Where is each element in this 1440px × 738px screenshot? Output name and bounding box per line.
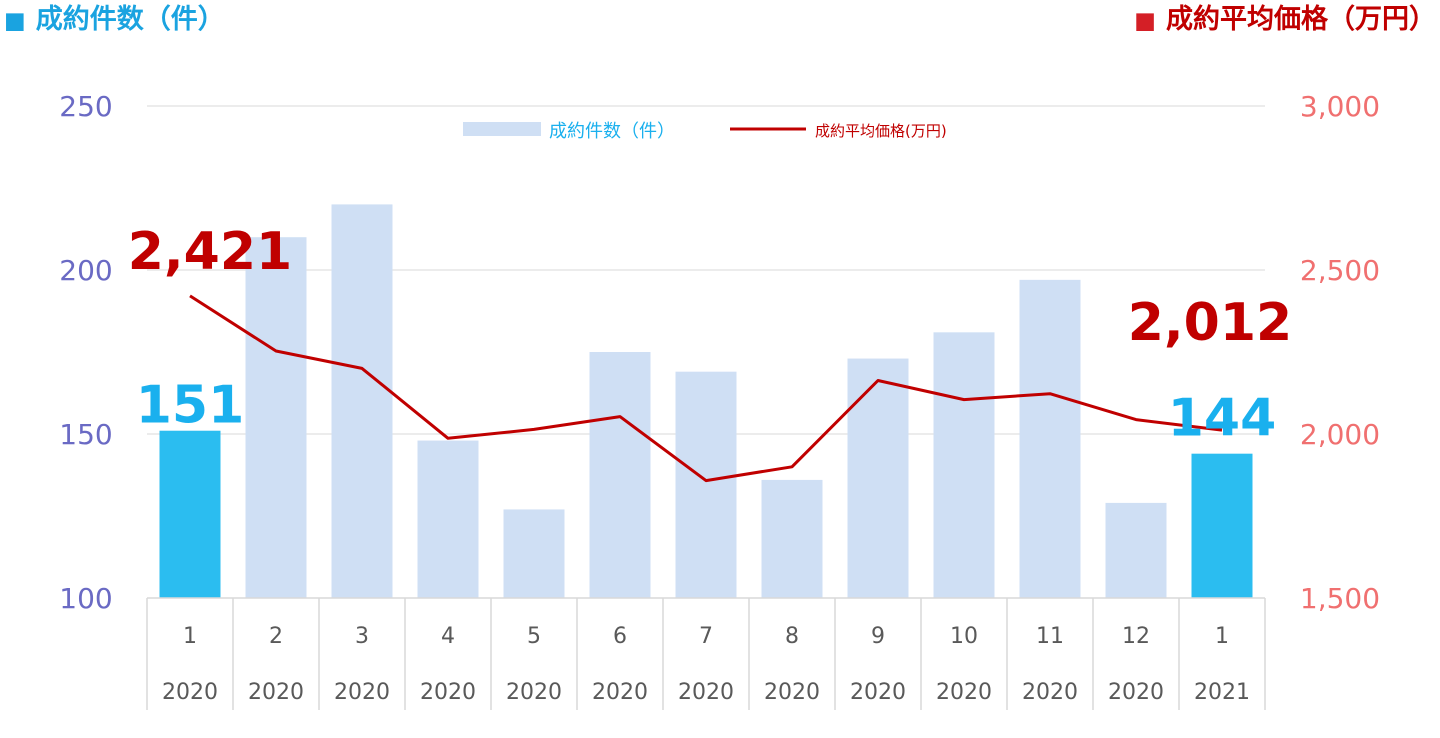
bar xyxy=(1105,502,1167,598)
left-title-marker: ■ xyxy=(4,8,26,34)
month-tick-label: 9 xyxy=(871,624,885,649)
month-tick-label: 2 xyxy=(269,624,283,649)
year-tick-label: 2020 xyxy=(506,680,562,705)
legend-bar-swatch xyxy=(463,122,541,136)
month-tick-label: 10 xyxy=(950,624,978,649)
year-tick-label: 2020 xyxy=(162,680,218,705)
price-line xyxy=(189,294,1223,483)
right-title-text: 成約平均価格（万円） xyxy=(1166,4,1436,35)
left-axis-title: ■ 成約件数（件） xyxy=(4,2,225,39)
bar xyxy=(675,371,737,598)
line-data-label: 2,421 xyxy=(128,222,292,282)
year-tick-label: 2020 xyxy=(420,680,476,705)
year-tick-label: 2020 xyxy=(1108,680,1164,705)
month-tick-label: 3 xyxy=(355,624,369,649)
bar xyxy=(847,358,909,598)
bar xyxy=(331,204,393,598)
left-tick-label: 250 xyxy=(59,90,112,123)
right-axis-title: ■ 成約平均価格（万円） xyxy=(1134,2,1436,39)
bar-layer xyxy=(159,204,1253,598)
legend-bar-label: 成約件数（件） xyxy=(549,121,675,142)
year-tick-label: 2020 xyxy=(764,680,820,705)
month-tick-label: 8 xyxy=(785,624,799,649)
year-tick-label: 2020 xyxy=(850,680,906,705)
month-tick-label: 6 xyxy=(613,624,627,649)
left-title-text: 成約件数（件） xyxy=(35,4,225,35)
legend: 成約件数（件） 成約平均価格(万円) xyxy=(463,121,947,142)
label-layer: 151 144 2,421 2,012 xyxy=(128,222,1292,449)
month-tick-label: 11 xyxy=(1036,624,1064,649)
right-tick-label: 2,500 xyxy=(1300,254,1380,287)
month-tick-label: 5 xyxy=(527,624,541,649)
bar-data-label: 144 xyxy=(1168,389,1277,449)
year-tick-label: 2020 xyxy=(592,680,648,705)
legend-line-label: 成約平均価格(万円) xyxy=(815,122,947,140)
month-tick-label: 1 xyxy=(183,624,197,649)
year-tick-label: 2020 xyxy=(334,680,390,705)
right-title-marker: ■ xyxy=(1134,8,1156,34)
year-tick-label: 2020 xyxy=(678,680,734,705)
line-layer xyxy=(189,294,1223,483)
left-tick-label: 200 xyxy=(59,254,112,287)
month-tick-label: 7 xyxy=(699,624,713,649)
bar xyxy=(417,440,479,598)
bar xyxy=(589,352,651,598)
month-tick-label: 4 xyxy=(441,624,455,649)
left-tick-label: 100 xyxy=(59,582,112,615)
line-data-label: 2,012 xyxy=(1128,293,1292,353)
year-tick-label: 2020 xyxy=(936,680,992,705)
month-tick-label: 12 xyxy=(1122,624,1150,649)
left-tick-label: 150 xyxy=(59,418,112,451)
bar xyxy=(503,509,565,598)
bar-data-label: 151 xyxy=(136,376,245,436)
year-tick-label: 2020 xyxy=(248,680,304,705)
bar xyxy=(933,332,995,598)
year-tick-label: 2020 xyxy=(1022,680,1078,705)
bar xyxy=(761,479,823,598)
right-tick-label: 2,000 xyxy=(1300,418,1380,451)
bar xyxy=(159,430,221,598)
year-tick-label: 2021 xyxy=(1194,680,1250,705)
month-tick-label: 1 xyxy=(1215,624,1229,649)
bar xyxy=(245,237,307,598)
right-tick-label: 1,500 xyxy=(1300,582,1380,615)
right-tick-label: 3,000 xyxy=(1300,90,1380,123)
bar xyxy=(1191,453,1253,598)
bar xyxy=(1019,279,1081,598)
